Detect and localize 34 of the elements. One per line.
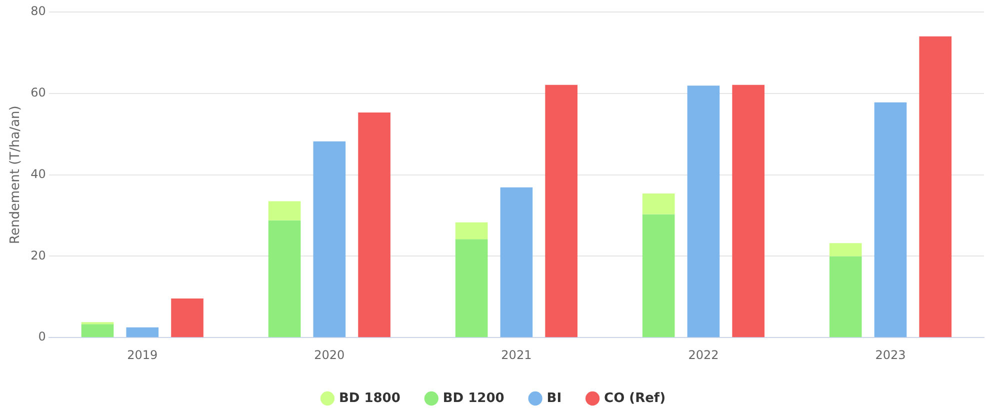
x-tick-label: 2023: [875, 348, 906, 362]
x-tick-label: 2019: [127, 348, 158, 362]
bar: [171, 298, 204, 338]
bar: [500, 187, 533, 338]
bar: [687, 86, 720, 338]
bar: [268, 220, 301, 338]
y-tick-label: 80: [30, 4, 46, 18]
y-tick-label: 60: [30, 86, 46, 100]
bar: [732, 84, 765, 338]
y-tick-label: 20: [30, 248, 46, 262]
legend-label: BD 1200: [442, 390, 504, 406]
x-tick-label: 2020: [314, 348, 345, 362]
y-tick-label: 40: [30, 166, 46, 181]
bar: [81, 324, 114, 338]
legend-label: BI: [546, 390, 562, 406]
bar: [313, 141, 346, 338]
bar: [126, 327, 159, 338]
legend-label: BD 1800: [338, 390, 400, 406]
bar: [919, 36, 952, 338]
bar: [642, 194, 675, 214]
bar: [545, 84, 578, 338]
y-tick-label: 0: [38, 330, 46, 344]
y-axis-title: Rendement (T/ha/an): [8, 106, 24, 244]
bar: [829, 243, 862, 256]
x-tick-label: 2022: [688, 348, 719, 362]
bar: [358, 112, 390, 338]
bar: [455, 222, 488, 240]
x-tick-label: 2021: [501, 348, 532, 362]
legend-label: CO (Ref): [604, 390, 666, 406]
bar: [455, 239, 488, 338]
bar: [642, 214, 675, 338]
bar: [874, 102, 907, 338]
bar: [829, 256, 862, 338]
bar: [268, 201, 301, 220]
